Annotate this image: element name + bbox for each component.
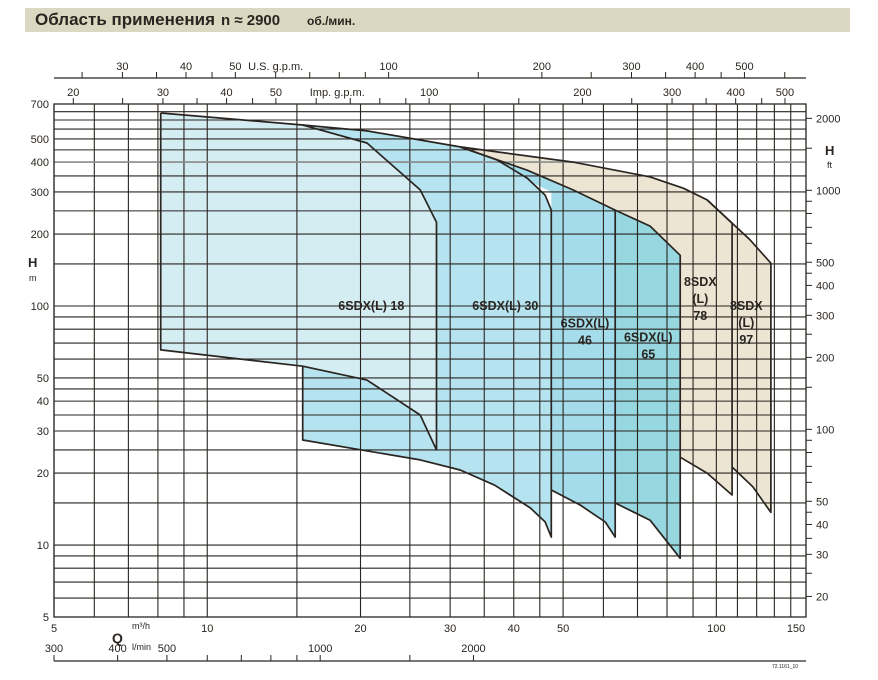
impgpm-tick-label: 40 <box>220 87 232 99</box>
y-tick-label: 400 <box>31 157 49 169</box>
lmin-tick-label: 300 <box>45 643 63 655</box>
x-tick-label: 50 <box>557 623 569 635</box>
range-boundary <box>550 210 617 538</box>
series-label: 6SDX(L) <box>561 316 610 330</box>
figure-code: 72.1161_10 <box>772 664 798 670</box>
axes: 700 500 400 300 200 100 50 40 30 20 10 5 Hm 2000 1000 5… <box>28 61 840 670</box>
ft-axis-symbol: H <box>825 143 834 158</box>
usgpm-tick-label: 500 <box>735 61 753 73</box>
y-tick-label: 10 <box>37 540 49 552</box>
ft-tick-label: 20 <box>816 591 828 603</box>
y-tick-label: 30 <box>37 426 49 438</box>
series-label: 65 <box>641 348 655 362</box>
y-tick-label: 200 <box>31 229 49 241</box>
range-boundary <box>160 112 461 148</box>
plot-frame <box>53 103 807 618</box>
series-label: 6SDX(L) 18 <box>338 299 404 313</box>
range-area-6sdx-65 <box>615 210 681 559</box>
impgpm-tick-label: 30 <box>157 87 169 99</box>
usgpm-tick-label: 400 <box>686 61 704 73</box>
impgpm-tick-label: 400 <box>726 87 744 99</box>
speed-value: n ≈ 2900 <box>221 12 281 29</box>
y-axis-symbol: H <box>28 255 37 270</box>
series-label: 8SDX <box>730 299 763 313</box>
ft-tick-label: 50 <box>816 496 828 508</box>
ft-tick-label: 500 <box>816 257 834 269</box>
impgpm-tick-label: 100 <box>420 87 438 99</box>
usgpm-tick-label: 200 <box>533 61 551 73</box>
usgpm-tick-label: 40 <box>180 61 192 73</box>
impgpm-tick-label: 50 <box>270 87 282 99</box>
y-tick-label: 700 <box>31 99 49 111</box>
range-boundaries <box>159 112 772 560</box>
range-boundary <box>706 199 772 514</box>
series-labels: 6SDX(L) 18 6SDX(L) 30 6SDX(L) 46 6SDX(L) 65 8S… <box>338 275 763 362</box>
ft-tick-label: 40 <box>816 519 828 531</box>
usgpm-tick-label: 100 <box>379 61 397 73</box>
impgpm-tick-label: 300 <box>663 87 681 99</box>
ft-tick-label: 1000 <box>816 185 840 197</box>
series-label: 6SDX(L) <box>624 331 673 345</box>
chart-title: Область применения <box>35 10 216 29</box>
x-tick-label: 20 <box>354 623 366 635</box>
y-tick-label: 40 <box>37 396 49 408</box>
y-tick-label: 20 <box>37 468 49 480</box>
series-label: (L) <box>692 292 708 306</box>
y-tick-label: 500 <box>31 134 49 146</box>
lmin-tick-label: 500 <box>158 643 176 655</box>
series-label: 8SDX <box>684 275 717 289</box>
lmin-tick-label: 2000 <box>461 643 485 655</box>
usgpm-tick-label: 50 <box>229 61 241 73</box>
usgpm-tick-label: 30 <box>116 61 128 73</box>
range-area-6sdx-46 <box>460 146 616 538</box>
series-label: 46 <box>578 333 592 347</box>
ft-tick-label: 300 <box>816 310 834 322</box>
usgpm-tick-label: 300 <box>622 61 640 73</box>
ft-axis-unit: ft <box>827 160 833 170</box>
y-axis-unit: m <box>29 273 37 283</box>
range-boundary <box>159 113 438 451</box>
x-axis-symbol: Q <box>112 630 123 646</box>
ft-tick-label: 200 <box>816 352 834 364</box>
grid <box>53 103 807 618</box>
ft-tick-label: 100 <box>816 424 834 436</box>
impgpm-axis-unit: Imp. g.p.m. <box>310 87 365 99</box>
lmin-tick-label: 1000 <box>308 643 332 655</box>
impgpm-tick-label: 20 <box>67 87 79 99</box>
x-tick-label: 100 <box>707 623 725 635</box>
ft-tick-label: 2000 <box>816 113 840 125</box>
y-tick-label: 100 <box>31 301 49 313</box>
usgpm-axis-unit: U.S. g.p.m. <box>248 61 303 73</box>
title-bar: Область применения n ≈ 2900 об./мин. <box>25 8 850 32</box>
x-tick-label: 10 <box>201 623 213 635</box>
x-tick-label: 40 <box>508 623 520 635</box>
impgpm-tick-label: 200 <box>573 87 591 99</box>
speed-unit: об./мин. <box>307 14 356 28</box>
series-label: 97 <box>739 333 753 347</box>
y-tick-label: 50 <box>37 373 49 385</box>
range-boundary <box>301 146 553 538</box>
ft-tick-label: 400 <box>816 280 834 292</box>
impgpm-tick-label: 500 <box>776 87 794 99</box>
series-label: 6SDX(L) 30 <box>472 299 538 313</box>
range-boundary <box>459 146 682 560</box>
x-tick-label: 5 <box>51 623 57 635</box>
lmin-axis-unit: l/min <box>132 642 151 652</box>
x-axis-unit: m³/h <box>132 621 150 631</box>
lmin-tick-label: 400 <box>108 643 126 655</box>
series-label: (L) <box>738 316 754 330</box>
x-tick-label: 30 <box>444 623 456 635</box>
range-area-6sdx-18 <box>160 113 437 450</box>
y-tick-label: 5 <box>43 612 49 624</box>
y-tick-label: 300 <box>31 187 49 199</box>
ft-tick-label: 30 <box>816 549 828 561</box>
series-label: 78 <box>693 309 707 323</box>
x-tick-label: 150 <box>787 623 805 635</box>
